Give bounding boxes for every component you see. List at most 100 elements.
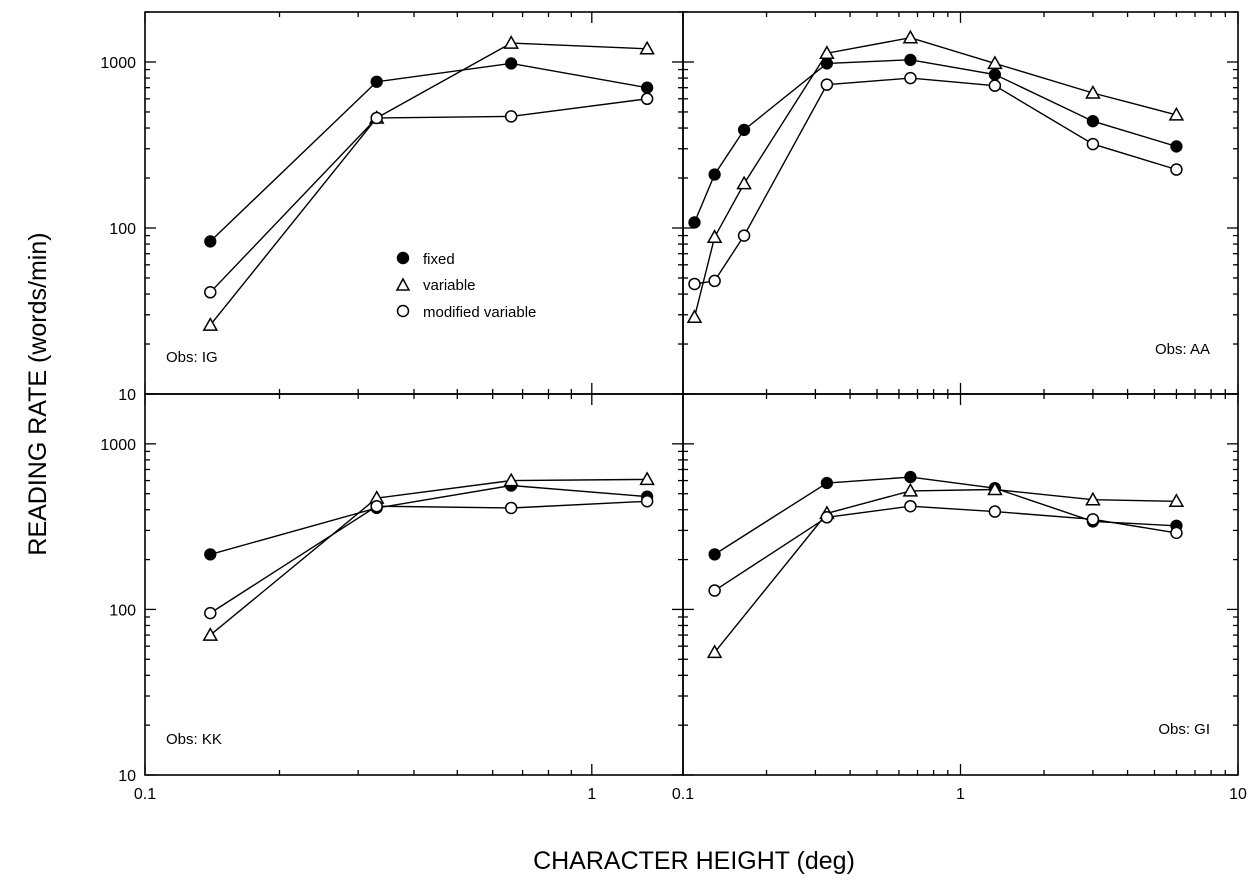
data-point (370, 499, 383, 513)
series-variable (706, 481, 1185, 659)
series-line (209, 500, 648, 614)
data-point (370, 75, 383, 88)
panels: 10 100 1000 Obs: IG Obs: AA 10 100 1000 0.1 1 Obs:… (100, 11, 1247, 803)
data-point (202, 317, 219, 331)
data-point (736, 175, 752, 190)
observer-label: Obs: GI (1158, 721, 1210, 738)
series-line (209, 42, 648, 326)
legend-marker-variable (395, 277, 411, 291)
data-point (988, 68, 1002, 81)
data-point (706, 229, 723, 243)
data-point (737, 229, 751, 242)
series-line (209, 62, 648, 242)
x-tick-label: 0.1 (134, 786, 156, 803)
data-point (987, 481, 1003, 496)
y-tick-label: 10 (118, 768, 136, 785)
data-point (639, 40, 655, 55)
x-tick-label: 1 (956, 786, 965, 803)
data-point (1085, 491, 1101, 506)
series-modified-variable (204, 92, 654, 299)
data-point (820, 511, 834, 524)
panel-frame (682, 393, 1239, 776)
data-point (820, 476, 834, 490)
data-point (640, 81, 654, 94)
legend-label-variable: variable (423, 277, 476, 294)
data-point (1170, 526, 1183, 540)
data-point (708, 548, 721, 561)
data-point (503, 35, 519, 49)
x-tick-label: 0.1 (672, 786, 694, 803)
data-point (902, 29, 919, 44)
legend-marker-fixed (396, 251, 410, 265)
data-point (204, 606, 217, 620)
data-point (1086, 115, 1100, 128)
panel-bottom-right: 0.1 1 10 Obs: GI (672, 393, 1247, 803)
data-point (504, 501, 518, 515)
x-tick-label: 10 (1229, 786, 1247, 803)
legend-label-fixed: fixed (423, 251, 455, 268)
data-point (988, 505, 1002, 518)
series-line (714, 505, 1177, 592)
data-point (204, 548, 217, 561)
data-point (1168, 493, 1185, 508)
data-point (505, 57, 518, 70)
data-point (688, 216, 701, 229)
data-point (904, 71, 917, 85)
panel-top-left: 10 100 1000 Obs: IG (100, 11, 684, 404)
data-point (820, 78, 834, 91)
data-point (708, 584, 721, 597)
x-axis-title: CHARACTER HEIGHT (deg) (533, 847, 855, 875)
data-point (1086, 513, 1100, 526)
y-tick-label: 100 (109, 602, 136, 619)
data-point (370, 111, 383, 125)
series-modified-variable (204, 495, 654, 620)
observer-label: Obs: KK (166, 731, 222, 748)
data-point (904, 53, 917, 66)
legend: fixed variable modified variable (395, 251, 536, 321)
data-point (706, 644, 723, 659)
data-point (904, 470, 917, 484)
data-point (1170, 140, 1183, 153)
data-point (204, 235, 217, 248)
data-point (1168, 106, 1185, 121)
data-point (503, 472, 519, 487)
panel-top-right: Obs: AA (682, 11, 1239, 395)
series-line (693, 59, 1177, 223)
data-point (737, 123, 751, 137)
series-modified-variable (688, 71, 1183, 291)
series-line (209, 98, 648, 293)
panel-bottom-left: 10 100 1000 0.1 1 Obs: KK (100, 393, 684, 803)
data-point (708, 274, 721, 288)
legend-marker-modified-variable (396, 304, 410, 318)
y-tick-label: 1000 (100, 55, 136, 72)
data-point (904, 499, 917, 513)
series-fixed (708, 470, 1183, 561)
series-fixed (204, 57, 654, 248)
data-point (640, 92, 654, 106)
series-line (209, 478, 648, 636)
x-tick-label: 1 (587, 786, 596, 803)
series-variable (202, 471, 655, 641)
series-line (714, 488, 1177, 653)
series-line (693, 36, 1177, 318)
y-tick-label: 10 (118, 387, 136, 404)
data-point (504, 110, 518, 123)
data-point (639, 471, 655, 486)
panel-frame (144, 393, 684, 776)
y-tick-label: 100 (109, 221, 136, 238)
series-variable (686, 29, 1185, 323)
data-point (708, 168, 721, 181)
series-modified-variable (708, 499, 1183, 597)
data-point (686, 309, 703, 323)
panel-frame (144, 11, 684, 395)
data-point (1170, 163, 1183, 176)
series-line (714, 476, 1177, 555)
data-point (819, 45, 835, 59)
data-point (202, 627, 219, 641)
data-point (640, 495, 654, 508)
y-axis-title: READING RATE (words/min) (24, 232, 52, 555)
data-point (688, 277, 701, 291)
data-point (902, 482, 919, 497)
panel-frame (682, 11, 1239, 395)
